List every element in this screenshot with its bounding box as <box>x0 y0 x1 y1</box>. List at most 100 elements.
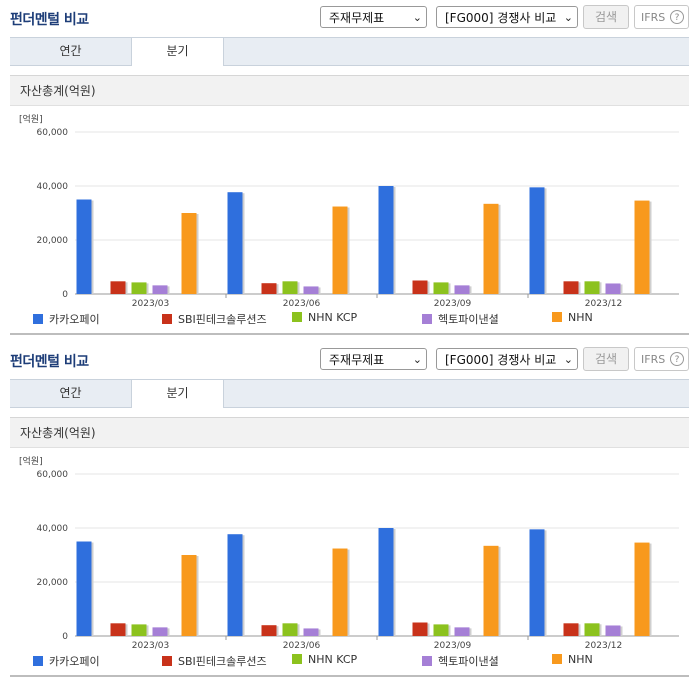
y-tick-label: 20,000 <box>37 578 69 588</box>
chevron-down-icon: ⌄ <box>563 353 573 366</box>
bar-1-2023-09 <box>412 280 428 294</box>
statement-select-value: 주재무제표 <box>329 353 385 367</box>
legend-item[interactable]: NHN <box>552 311 593 324</box>
legend-item[interactable]: 헥토파이낸셜 <box>422 653 499 669</box>
bar-0-2023-06 <box>227 192 243 294</box>
x-tick-label: 2023/12 <box>585 641 622 651</box>
legend-label: SBI핀테크솔루션즈 <box>178 313 267 326</box>
legend-swatch <box>292 312 302 322</box>
legend-label: NHN KCP <box>308 653 358 666</box>
bar-1-2023-03 <box>110 281 126 294</box>
legend-item[interactable]: NHN KCP <box>292 653 357 666</box>
legend-label: NHN <box>568 653 593 666</box>
y-tick-label: 0 <box>62 290 68 300</box>
chevron-down-icon: ⌄ <box>563 11 573 24</box>
bar-3-2023-12 <box>605 283 621 294</box>
legend-swatch <box>552 654 562 664</box>
bar-0-2023-09 <box>378 528 394 636</box>
bar-3-2023-03 <box>152 627 168 636</box>
legend-label: NHN <box>568 311 593 324</box>
statement-select-value: 주재무제표 <box>329 11 385 25</box>
y-tick-label: 60,000 <box>37 128 69 138</box>
bar-chart: [억원] 0 20,000 40,000 60,000 2023/03 2023/06 202… <box>19 455 679 651</box>
y-unit-label: [억원] <box>19 113 43 125</box>
legend-swatch <box>33 656 43 666</box>
bar-2-2023-03 <box>131 624 147 636</box>
bar-4-2023-03 <box>181 213 197 294</box>
legend-item[interactable]: SBI핀테크솔루션즈 <box>162 311 267 327</box>
bar-2-2023-12 <box>584 623 600 636</box>
bar-0-2023-06 <box>227 534 243 636</box>
tab-quarterly[interactable]: 분기 <box>131 380 224 408</box>
legend-item[interactable]: 카카오페이 <box>33 653 100 669</box>
ifrs-help-button[interactable]: IFRS ? <box>634 347 689 371</box>
bar-3-2023-12 <box>605 625 621 636</box>
divider <box>10 333 689 335</box>
help-icon: ? <box>670 352 684 366</box>
page-title: 펀더멘털 비교 <box>10 354 89 370</box>
bar-1-2023-12 <box>563 281 579 294</box>
y-tick-label: 0 <box>62 632 68 642</box>
bar-0-2023-03 <box>76 199 92 294</box>
bar-1-2023-12 <box>563 623 579 636</box>
panel-header: 펀더멘털 비교 주재무제표 ⌄ [FG000] 경쟁사 비교 ⌄ 검색 IFRS… <box>0 0 696 36</box>
y-unit-label: [억원] <box>19 455 43 467</box>
legend-swatch <box>162 314 172 324</box>
peer-select-value: [FG000] 경쟁사 비교 <box>445 11 557 25</box>
bar-2-2023-06 <box>282 623 298 636</box>
legend-swatch <box>422 314 432 324</box>
panel-header: 펀더멘털 비교 주재무제표 ⌄ [FG000] 경쟁사 비교 ⌄ 검색 IFRS… <box>0 342 696 378</box>
chart-container: 자산총계(억원) <box>10 75 689 334</box>
legend-label: NHN KCP <box>308 311 358 324</box>
peer-select[interactable]: [FG000] 경쟁사 비교 ⌄ <box>436 6 578 28</box>
legend-item[interactable]: NHN <box>552 653 593 666</box>
page-title: 펀더멘털 비교 <box>10 12 89 28</box>
period-tabs: 연간 분기 <box>10 379 689 408</box>
x-tick-label: 2023/09 <box>434 299 472 309</box>
bar-0-2023-09 <box>378 186 394 294</box>
bar-0-2023-12 <box>529 529 545 636</box>
tab-annual[interactable]: 연간 <box>59 386 82 400</box>
y-tick-label: 40,000 <box>37 524 69 534</box>
bar-4-2023-03 <box>181 555 197 636</box>
bar-3-2023-09 <box>454 627 470 636</box>
bar-2-2023-03 <box>131 282 147 294</box>
chart-container: 자산총계(억원) <box>10 417 689 676</box>
bar-0-2023-03 <box>76 541 92 636</box>
legend-item[interactable]: SBI핀테크솔루션즈 <box>162 653 267 669</box>
legend-item[interactable]: 헥토파이낸셜 <box>422 311 499 327</box>
ifrs-help-button[interactable]: IFRS ? <box>634 5 689 29</box>
y-tick-label: 20,000 <box>37 236 69 246</box>
legend-swatch <box>292 654 302 664</box>
legend-swatch <box>422 656 432 666</box>
x-tick-label: 2023/06 <box>283 641 321 651</box>
x-tick-label: 2023/06 <box>283 299 321 309</box>
chevron-down-icon: ⌄ <box>412 353 422 366</box>
search-button[interactable]: 검색 <box>583 5 629 29</box>
statement-select[interactable]: 주재무제표 ⌄ <box>320 348 427 370</box>
bar-chart: [억원] 0 20,000 40,000 60,000 2023/03 2023/06 202… <box>19 113 679 309</box>
bar-4-2023-06 <box>332 206 348 294</box>
help-icon: ? <box>670 10 684 24</box>
bar-1-2023-03 <box>110 623 126 636</box>
legend-swatch <box>552 312 562 322</box>
search-button[interactable]: 검색 <box>583 347 629 371</box>
peer-select-value: [FG000] 경쟁사 비교 <box>445 353 557 367</box>
peer-select[interactable]: [FG000] 경쟁사 비교 ⌄ <box>436 348 578 370</box>
divider <box>10 675 689 677</box>
bar-2-2023-09 <box>433 282 449 294</box>
bar-0-2023-12 <box>529 187 545 294</box>
bar-3-2023-06 <box>303 628 319 636</box>
legend-swatch <box>33 314 43 324</box>
legend-label: 카카오페이 <box>49 655 100 668</box>
legend-item[interactable]: 카카오페이 <box>33 311 100 327</box>
tab-quarterly[interactable]: 분기 <box>131 38 224 66</box>
statement-select[interactable]: 주재무제표 ⌄ <box>320 6 427 28</box>
legend-item[interactable]: NHN KCP <box>292 311 357 324</box>
bar-4-2023-09 <box>483 203 499 294</box>
bar-3-2023-09 <box>454 285 470 294</box>
bar-2-2023-12 <box>584 281 600 294</box>
bar-4-2023-12 <box>634 542 650 636</box>
tab-annual[interactable]: 연간 <box>59 44 82 58</box>
fundamental-panel-2: 펀더멘털 비교 주재무제표 ⌄ [FG000] 경쟁사 비교 ⌄ 검색 IFRS… <box>0 342 696 684</box>
